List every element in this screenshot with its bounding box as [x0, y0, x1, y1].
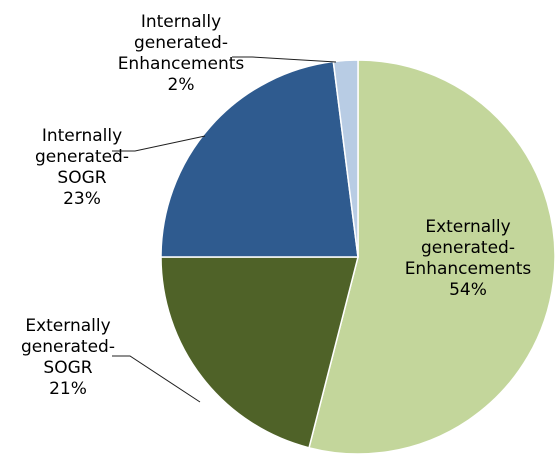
slice-label-line: Externally: [425, 217, 510, 237]
slice-label-line: Enhancements: [405, 259, 532, 279]
slice-percent: 21%: [49, 379, 87, 399]
slice-label-line: generated-: [21, 337, 115, 357]
slice-label: Externally generated-SOGR 21%: [21, 316, 115, 399]
slice-label-line: generated-: [134, 33, 228, 53]
leader-line: [112, 355, 201, 403]
pie-slice: [308, 59, 556, 455]
slice-percent: 2%: [168, 75, 195, 95]
slice-label-line: generated-: [35, 147, 129, 167]
slice-label-line: SOGR: [43, 358, 92, 378]
slice-label: Internally generated-SOGR 23%: [35, 126, 129, 209]
slice-label-line: generated-: [421, 238, 515, 258]
leader-line: [112, 135, 206, 152]
slice-percent: 54%: [449, 280, 487, 300]
slice-label-line: Internally: [141, 12, 221, 32]
leader-line: [232, 56, 337, 63]
slice-label-line: SOGR: [57, 168, 106, 188]
slice-label: Externally generated-Enhancements 54%: [405, 217, 532, 300]
slice-percent: 23%: [63, 189, 101, 209]
slice-label-line: Enhancements: [118, 54, 245, 74]
slice-label-line: Externally: [25, 316, 110, 336]
pie-slice: [160, 60, 359, 258]
slice-label-line: Internally: [42, 126, 122, 146]
slice-label: Internally generated-Enhancements 2%: [118, 12, 245, 95]
pie-slice: [160, 256, 359, 449]
